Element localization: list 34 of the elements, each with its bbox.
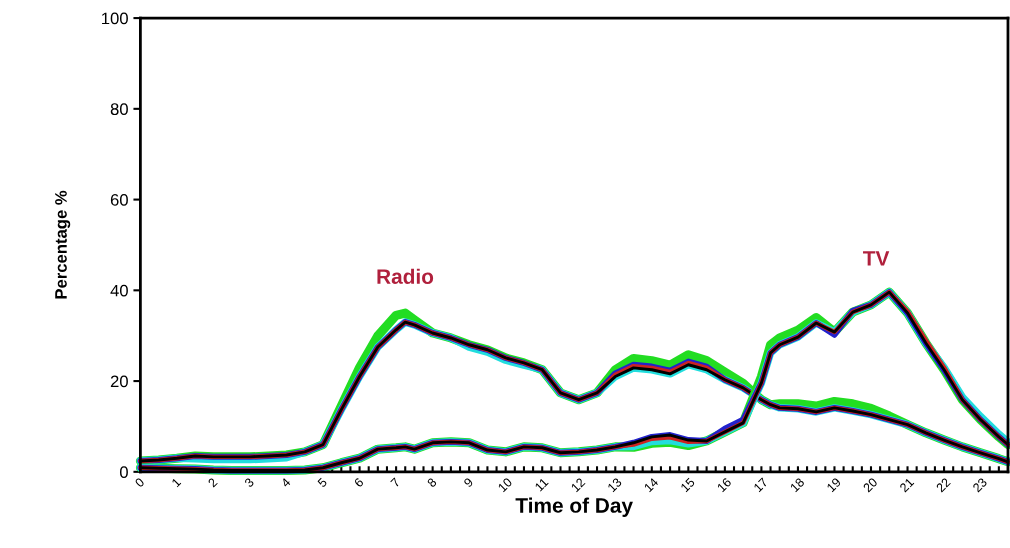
y-tick-label: 20 <box>110 375 128 388</box>
y-tick-label: 0 <box>119 466 128 479</box>
x-tick-label: 14 <box>643 477 659 493</box>
x-tick-label: 7 <box>390 477 401 488</box>
x-tick-label: 17 <box>753 477 769 493</box>
x-tick-label: 21 <box>899 477 915 493</box>
y-axis-title: Percentage % <box>55 190 71 299</box>
y-tick-label: 60 <box>110 193 128 206</box>
annotation: TV <box>863 251 890 266</box>
y-tick-label: 80 <box>110 103 128 116</box>
x-tick-label: 0 <box>134 477 145 488</box>
x-tick-label: 23 <box>972 477 988 493</box>
x-tick-label: 6 <box>353 477 365 488</box>
x-tick-label: 20 <box>862 477 878 493</box>
x-tick-label: 9 <box>463 477 474 488</box>
x-tick-label: 5 <box>317 477 328 488</box>
x-tick-label: 3 <box>243 477 255 488</box>
x-tick-label: 4 <box>280 477 291 488</box>
x-tick-label: 18 <box>789 477 805 493</box>
x-tick-label: 1 <box>171 477 182 488</box>
x-tick-label: 12 <box>570 477 586 493</box>
x-tick-label: 15 <box>680 477 696 493</box>
x-axis-title: Time of Day <box>515 497 633 517</box>
x-tick-label: 22 <box>935 477 951 493</box>
annotation: Radio <box>377 268 434 284</box>
x-tick-label: 13 <box>607 477 623 493</box>
y-tick-label: 100 <box>102 12 128 25</box>
x-tick-label: 16 <box>716 477 732 493</box>
x-tick-label: 8 <box>426 477 438 488</box>
y-tick-label: 40 <box>110 284 128 297</box>
x-tick-label: 10 <box>497 477 513 493</box>
x-tick-label: 11 <box>534 477 549 492</box>
x-tick-label: 2 <box>207 477 218 488</box>
x-tick-label: 19 <box>826 477 842 493</box>
